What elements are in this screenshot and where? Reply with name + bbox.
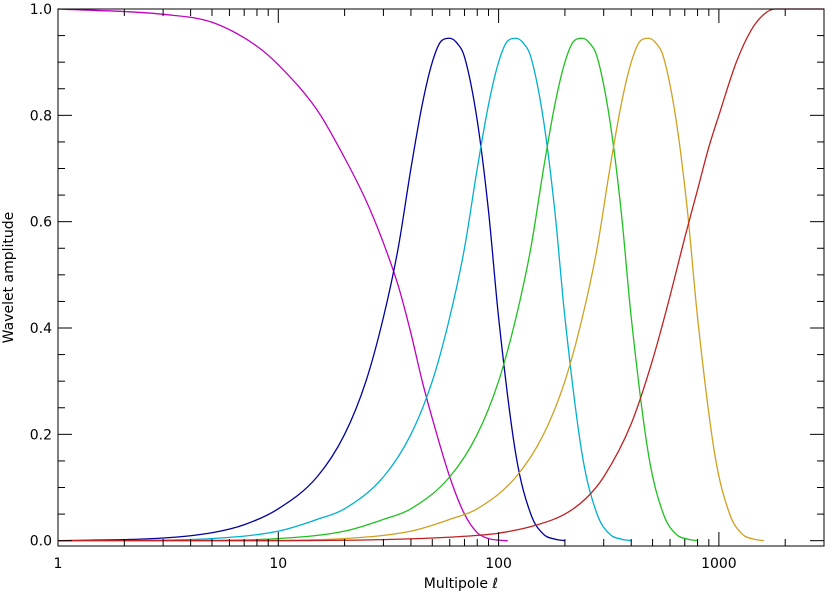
y-tick-label: 0.6: [30, 215, 52, 231]
series-line-6: [57, 8, 824, 542]
y-tick-label: 1.0: [30, 2, 52, 18]
series-line-2: [57, 37, 566, 542]
series-line-4: [190, 37, 698, 542]
x-tick-label: 10: [269, 556, 287, 572]
x-tick-label: 1000: [701, 556, 737, 572]
y-tick-label: 0.4: [30, 321, 52, 337]
series-line-3: [124, 37, 632, 542]
y-axis-ticks: 0.0 0.2 0.4 0.6 0.8 1.0: [30, 2, 824, 550]
y-tick-label: 0.2: [30, 427, 52, 443]
x-axis-label: Multipole ℓ: [424, 576, 498, 592]
x-tick-label: 1: [54, 556, 63, 572]
series-line-1: [57, 8, 508, 542]
y-axis-label: Wavelet amplitude: [1, 212, 17, 344]
x-axis-ticks: 1 10 100 1000: [54, 9, 825, 572]
y-tick-label: 0.0: [30, 534, 52, 550]
series-line-5: [256, 37, 764, 542]
plot-frame: [57, 8, 825, 547]
series-curves: [57, 8, 824, 542]
y-tick-label: 0.8: [30, 108, 52, 124]
x-tick-label: 100: [485, 556, 512, 572]
